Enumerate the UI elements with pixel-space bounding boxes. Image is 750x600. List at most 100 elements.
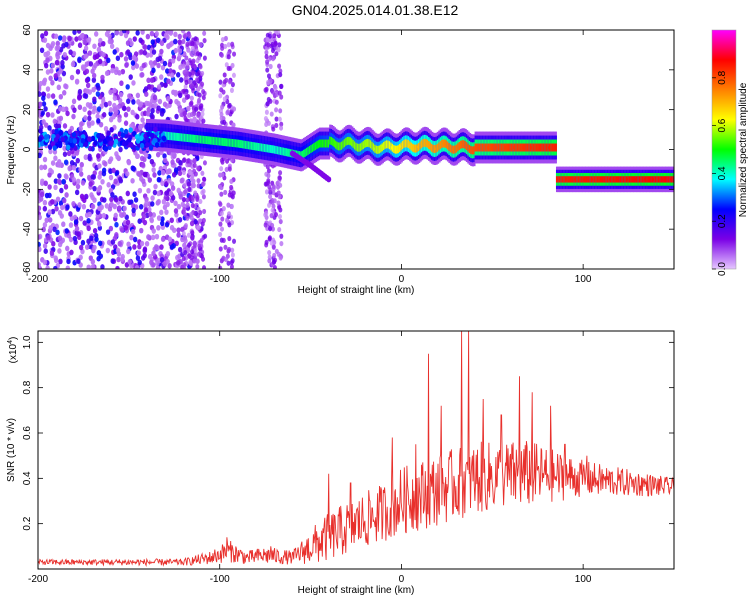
ridge-cell: [199, 135, 203, 144]
band-cell: [102, 138, 108, 145]
noise-cell: [91, 86, 96, 93]
noise-cell: [190, 182, 196, 189]
noise-cell: [200, 170, 205, 176]
noise-cell: [192, 240, 197, 247]
ridge-cell: [413, 144, 416, 153]
ridge-cell: [489, 143, 492, 152]
ridge-cell: [275, 145, 278, 154]
ridge-cell: [250, 141, 254, 150]
noise-cell: [131, 99, 136, 105]
noise-cell: [165, 95, 171, 102]
noise-cell: [68, 211, 73, 217]
noise-cell: [167, 263, 172, 269]
noise-cell: [86, 217, 91, 224]
noise-cell: [182, 182, 187, 188]
ridge-cell: [326, 139, 329, 148]
ridge-cell: [180, 133, 184, 142]
noise-cell: [50, 208, 56, 215]
band-cell: [83, 141, 89, 148]
noise-cell: [122, 205, 127, 212]
noise-cell: [50, 40, 56, 47]
noise-cell: [171, 227, 177, 234]
noise-cell: [131, 54, 137, 61]
noise-cell: [277, 42, 282, 48]
noise-cell: [43, 180, 48, 187]
noise-cell: [154, 244, 159, 250]
noise-cell: [50, 93, 56, 99]
noise-cell: [226, 42, 231, 48]
noise-cell: [130, 60, 136, 66]
noise-cell: [42, 222, 48, 228]
noise-cell: [92, 244, 97, 251]
noise-cell: [39, 47, 45, 54]
ridge-cell: [185, 133, 188, 142]
noise-cell: [219, 237, 224, 243]
band-cell: [58, 140, 63, 147]
noise-cell: [229, 203, 234, 210]
ridge-cell: [241, 140, 245, 149]
ridge-cell: [348, 136, 351, 145]
ridge-cell: [414, 144, 418, 153]
band-cell: [54, 128, 59, 135]
noise-cell: [200, 81, 205, 87]
noise-cell: [166, 78, 171, 85]
noise-cell: [81, 203, 87, 210]
noise-cell: [40, 33, 45, 39]
noise-cell: [43, 248, 48, 254]
ridge-cell: [202, 135, 206, 144]
ridge-cell: [586, 176, 589, 183]
noise-cell: [71, 200, 76, 207]
noise-cell: [146, 234, 151, 240]
snr-y-tick-label: 0.2: [22, 516, 33, 530]
noise-cell: [71, 113, 76, 120]
noise-cell: [92, 96, 97, 103]
noise-cell: [149, 259, 154, 266]
noise-cell: [271, 244, 276, 250]
ridge-cell: [188, 134, 191, 143]
ridge-cell: [455, 144, 459, 153]
ridge-cell: [532, 143, 536, 152]
ridge-cell: [528, 143, 531, 152]
noise-cell: [276, 251, 281, 257]
noise-cell: [170, 159, 175, 166]
noise-cell: [48, 225, 53, 231]
ridge-cell: [204, 135, 207, 144]
noise-cell: [274, 122, 279, 129]
noise-cell: [223, 189, 228, 196]
noise-cell: [165, 68, 170, 74]
noise-cell: [272, 252, 277, 259]
noise-cell: [83, 115, 88, 121]
noise-cell: [165, 250, 171, 257]
ridge-cell: [384, 140, 387, 149]
noise-cell: [137, 187, 143, 194]
noise-cell: [156, 176, 162, 183]
noise-cell: [265, 164, 270, 170]
ridge-cell: [209, 136, 213, 145]
noise-cell: [145, 110, 151, 117]
noise-cell: [229, 260, 234, 266]
ridge-cell: [353, 141, 357, 150]
noise-cell: [125, 84, 130, 90]
noise-cell: [232, 51, 237, 57]
ridge-cell: [369, 140, 373, 149]
chart-title: GN04.2025.014.01.38.E12: [291, 2, 459, 18]
noise-cell: [53, 255, 58, 261]
noise-cell: [193, 171, 198, 177]
ridge-cell: [441, 140, 444, 149]
noise-cell: [222, 119, 227, 125]
ridge-cell: [208, 136, 211, 145]
noise-cell: [41, 226, 46, 233]
ridge-cell: [509, 143, 512, 152]
noise-cell: [189, 100, 194, 106]
noise-cell: [69, 160, 75, 166]
noise-cell: [123, 56, 129, 62]
ridge-cell: [301, 150, 304, 159]
noise-cell: [173, 47, 179, 54]
noise-cell: [106, 182, 111, 188]
noise-cell: [159, 111, 165, 117]
band-cell: [60, 136, 65, 143]
noise-cell: [115, 104, 121, 111]
noise-cell: [226, 109, 231, 115]
noise-cell: [121, 211, 127, 218]
ridge-cell: [672, 176, 674, 183]
